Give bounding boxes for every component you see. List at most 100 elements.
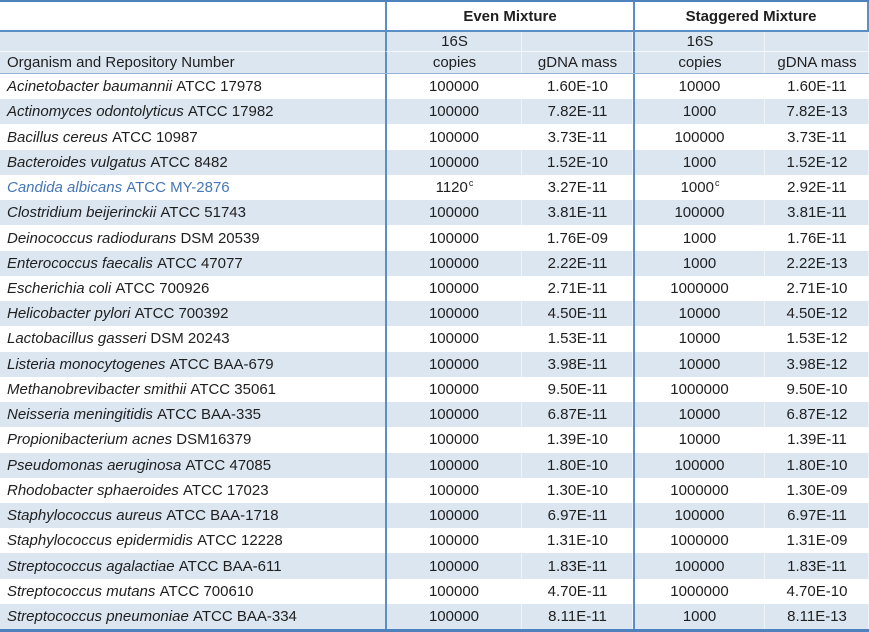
staggered-gdna-mass-cell: 1.52E-12: [765, 150, 869, 175]
staggered-gdna-blank: [765, 32, 869, 52]
organism-cell: Bacteroides vulgatus ATCC 8482: [0, 150, 385, 175]
even-mixture-group-header: Even Mixture: [385, 2, 633, 30]
staggered-gdna-mass-cell: 1.76E-11: [787, 229, 847, 247]
organism-cell: Candida albicans ATCC MY-2876: [0, 175, 385, 200]
even-gdna-blank: [522, 32, 633, 52]
organism-name: Neisseria meningitidis: [7, 406, 153, 424]
organism-name: Acinetobacter baumannii: [7, 78, 173, 96]
even-gdna-mass-cell: 6.87E-11: [522, 402, 633, 427]
even-16s-copies-cell: 100000: [385, 301, 522, 327]
even-16s-copies-cell: 100000: [385, 225, 522, 251]
staggered-16s-copies-cell: 1000 c: [633, 174, 765, 201]
staggered-16s-copies-cell: 100000: [633, 553, 765, 579]
even-gdna-mass-cell: 8.11E-11: [522, 604, 633, 629]
even-16s-copies-cell: 100000: [385, 124, 522, 150]
staggered-16s-copies-cell: 10000: [633, 301, 765, 327]
repository-number: ATCC 700926: [115, 279, 210, 297]
footnote-marker: c: [714, 178, 720, 189]
even-16s-copies-cell: 100000: [385, 326, 522, 352]
organism-cell: Clostridium beijerinckii ATCC 51743: [0, 200, 385, 225]
table-row: Rhodobacter sphaeroides ATCC 17023 10000…: [0, 477, 869, 503]
even-gdna-mass-cell: 1.30E-10: [547, 481, 608, 499]
even-16s-copies-cell: 100000: [385, 74, 522, 100]
staggered-16s-copies-cell: 1000: [633, 603, 765, 630]
repository-number: DSM16379: [176, 431, 252, 449]
staggered-16s-copies-cell: 1000: [633, 149, 765, 175]
staggered-16s-copies-cell: 10000: [633, 326, 765, 352]
organism-cell: Acinetobacter baumannii ATCC 17978: [0, 74, 385, 99]
staggered-gdna-mass-cell: 3.73E-11: [787, 128, 847, 146]
even-16s-copies-cell: 100000: [385, 275, 522, 302]
staggered-16s-copies-cell: 10000: [633, 74, 765, 100]
even-16s-copies-cell: 100000: [385, 452, 522, 478]
even-gdna-mass-cell: 4.50E-11: [522, 301, 633, 326]
repository-number: ATCC 35061: [190, 380, 277, 398]
organism-cell: Streptococcus pneumoniae ATCC BAA-334: [0, 604, 385, 629]
even-gdna-mass-cell: 3.73E-11: [547, 128, 608, 146]
organism-cell: Listeria monocytogenes ATCC BAA-679: [0, 352, 385, 377]
organism-cell: Actinomyces odontolyticus ATCC 17982: [0, 99, 385, 124]
repository-number: ATCC 12228: [197, 532, 283, 550]
table-row: Clostridium beijerinckii ATCC 51743 1000…: [0, 200, 869, 226]
subheader-row-columns: Organism and Repository Number copies gD…: [0, 52, 869, 74]
organism-cell: Rhodobacter sphaeroides ATCC 17023: [0, 478, 385, 503]
staggered-16s-copies-cell: 100000: [633, 124, 765, 150]
organism-cell: Lactobacillus gasseri DSM 20243: [0, 326, 385, 351]
table-row: Bacteroides vulgatus ATCC 8482 100000 1.…: [0, 149, 869, 175]
table-row: Streptococcus pneumoniae ATCC BAA-334 10…: [0, 603, 869, 630]
staggered-16s-copies-cell: 1000000: [633, 528, 765, 554]
organism-name: Clostridium beijerinckii: [7, 204, 157, 222]
organism-name: Streptococcus mutans: [7, 582, 156, 600]
staggered-gdna-mass-cell: 7.82E-13: [765, 99, 869, 124]
table-row: Listeria monocytogenes ATCC BAA-679 1000…: [0, 351, 869, 377]
staggered-16s-copies-cell: 10000: [633, 402, 765, 428]
even-16s-copies-cell: 100000: [385, 402, 522, 428]
even-16s-copies-cell: 100000: [385, 250, 522, 276]
organism-cell: Streptococcus mutans ATCC 700610: [0, 579, 385, 604]
staggered-16s-copies-cell: 10000: [633, 351, 765, 377]
staggered-16s-copies-cell: 1000000: [633, 376, 765, 403]
even-16s-copies-cell: 100000: [385, 149, 522, 175]
organism-cell: Deinococcus radiodurans DSM 20539: [0, 225, 385, 250]
organism-name: Actinomyces odontolyticus: [7, 103, 184, 121]
even-16s-copies-cell: 100000: [385, 502, 522, 529]
repository-number: ATCC 700610: [159, 582, 254, 600]
staggered-16s-copies-cell: 1000000: [633, 578, 765, 604]
repository-number: ATCC BAA-679: [169, 355, 274, 373]
organism-cell: Neisseria meningitidis ATCC BAA-335: [0, 402, 385, 427]
repository-number: ATCC 47077: [157, 254, 243, 272]
organism-name: Streptococcus pneumoniae: [7, 608, 189, 626]
organism-name: Rhodobacter sphaeroides: [7, 481, 179, 499]
even-copies-column-header: copies: [385, 52, 522, 73]
organism-name: Staphylococcus epidermidis: [7, 532, 193, 550]
organism-cell: Bacillus cereus ATCC 10987: [0, 124, 385, 149]
table-row: Lactobacillus gasseri DSM 20243 100000 1…: [0, 326, 869, 352]
organism-column-header: Organism and Repository Number: [7, 54, 235, 71]
table-row: Staphylococcus epidermidis ATCC 12228 10…: [0, 528, 869, 554]
table-row: Helicobacter pylori ATCC 700392 100000 4…: [0, 301, 869, 327]
organism-cell: Staphylococcus epidermidis ATCC 12228: [0, 528, 385, 553]
organism-cell: Helicobacter pylori ATCC 700392: [0, 301, 385, 326]
organism-name: Staphylococcus aureus: [7, 507, 163, 525]
staggered-gdna-mass-cell: 1.31E-09: [786, 532, 848, 550]
staggered-gdna-mass-cell: 1.60E-11: [787, 78, 847, 96]
table-row: Acinetobacter baumannii ATCC 17978 10000…: [0, 74, 869, 100]
staggered-16s-copies-cell: 100000: [633, 200, 765, 226]
repository-number: ATCC BAA-334: [192, 608, 297, 626]
even-gdna-column-header: gDNA mass: [522, 52, 633, 73]
repository-number: DSM 20539: [180, 229, 260, 247]
staggered-gdna-mass-cell: 4.50E-12: [765, 301, 869, 326]
even-16s-copies-cell: 100000: [385, 603, 522, 630]
organism-cell: Staphylococcus aureus ATCC BAA-1718: [0, 503, 385, 528]
subheader-row-16s: 16S 16S: [0, 32, 869, 52]
organism-name: Streptococcus agalactiae: [7, 557, 175, 575]
staggered-gdna-mass-cell: 1.39E-11: [787, 431, 847, 449]
staggered-16s-copies-cell: 10000: [633, 427, 765, 453]
organism-cell: Streptococcus agalactiae ATCC BAA-611: [0, 553, 385, 578]
staggered-16s-copies-cell: 1000000: [633, 275, 765, 302]
table-row: Enterococcus faecalis ATCC 47077 100000 …: [0, 250, 869, 276]
even-16s-copies-cell: 100000: [385, 427, 522, 453]
staggered-gdna-mass-cell: 8.11E-13: [765, 604, 869, 629]
staggered-gdna-mass-cell: 6.97E-11: [765, 503, 869, 528]
